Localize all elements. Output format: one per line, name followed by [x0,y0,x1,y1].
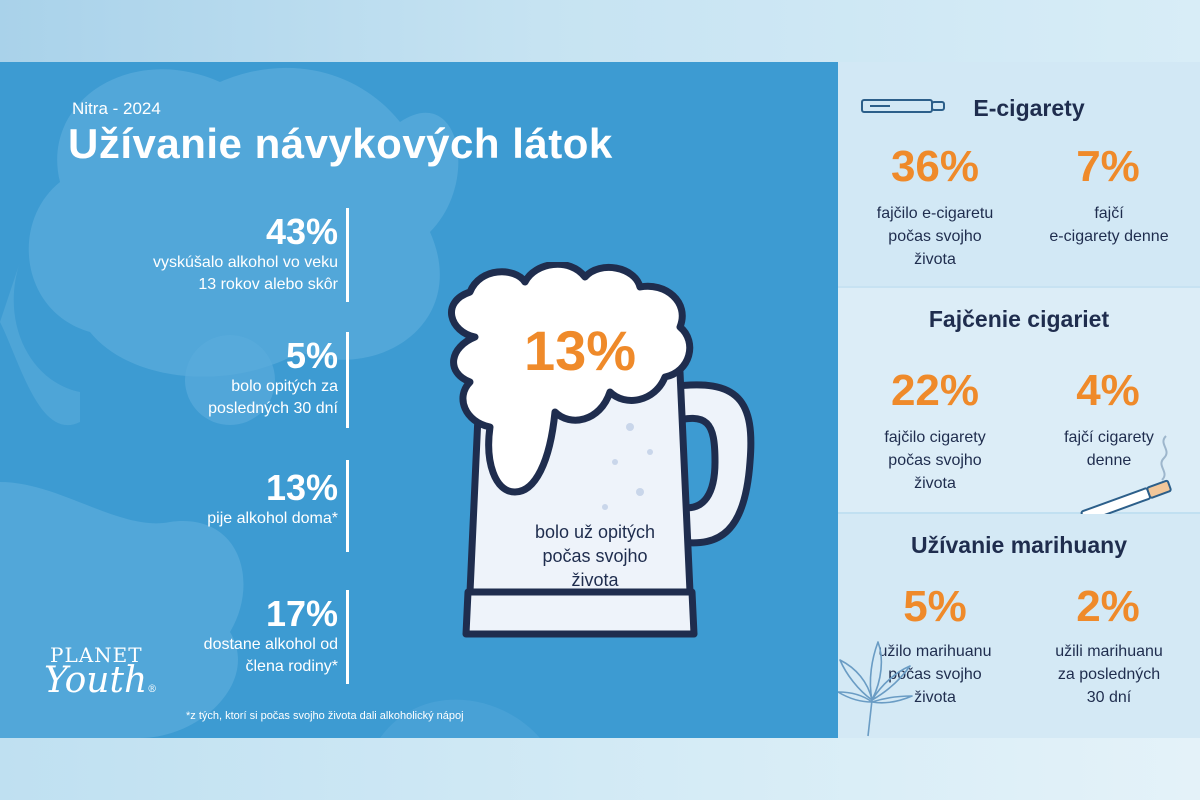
desc-line2: denne [1086,452,1132,469]
section-ecigarettes: E-cigarety 36% fajčilo e-cigaretu počas … [838,62,1200,286]
outer-bottom-band [0,738,1200,800]
section-title: Užívanie marihuany [910,532,1128,558]
mug-stat-desc: bolo už opitých počas svojho života [495,520,695,592]
stat-desc-line1: vyskúšalo alkohol vo veku [153,254,338,271]
stat-value: 2% [1076,582,1140,631]
desc-line2: e-cigarety denne [1049,228,1169,245]
beer-mug-icon [448,262,755,638]
stat-alcohol-early: 43% vyskúšalo alkohol vo veku 13 rokov a… [80,212,338,296]
outer-top-band [0,0,1200,62]
divider-line [346,208,349,302]
stat-desc: užilo marihuanu počas svojho života [850,640,1020,709]
stat-desc: fajčilo e-cigaretu počas svojho života [850,202,1020,271]
stat-value: 4% [1076,366,1140,415]
stat-value: 36% [890,142,980,191]
stat-desc: fajčilo cigarety počas svojho života [850,426,1020,495]
stat-desc: fajčí cigarety denne [1024,426,1194,472]
right-panel: E-cigarety 36% fajčilo e-cigaretu počas … [838,62,1200,738]
logo-youth-text: Youth® [44,660,157,701]
cannabis-leaf-icon [838,641,913,737]
desc-line1: fajčí [1094,205,1124,222]
mug-stat-value: 13% [523,319,637,382]
stat-value: 22% [890,366,980,415]
footnote: *z tých, ktorí si počas svojho života da… [186,710,464,722]
section-cigarettes: Fajčenie cigariet 22% fajčilo cigarety p… [838,288,1200,518]
desc-line3: života [914,251,956,268]
mug-desc-line2: počas svojho [542,546,648,566]
logo-planet-text: PLANET [50,643,143,667]
stat-drink-home: 13% pije alkohol doma* [80,468,338,530]
desc-line2: za posledných [1057,666,1161,683]
section-marijuana: Užívanie marihuany 5% užilo marihuanu po… [838,514,1200,738]
desc-line1: užilo marihuanu [878,643,992,660]
subtitle: Nitra - 2024 [72,99,161,118]
section-title: E-cigarety [973,95,1085,121]
desc-line3: 30 dní [1086,689,1132,706]
stat-drunk-30days: 5% bolo opitých za posledných 30 dní [80,336,338,420]
section-title: Fajčenie cigariet [928,306,1110,332]
stat-desc-line2: 13 rokov alebo skôr [198,276,338,293]
desc-line1: fajčilo e-cigaretu [876,205,994,222]
desc-line2: počas svojho [888,228,982,245]
stat-desc: fajčí e-cigarety denne [1024,202,1194,248]
stat-desc-line1: bolo opitých za [231,378,338,395]
stat-family-alcohol: 17% dostane alkohol od člena rodiny* [80,594,338,678]
stat-value: 7% [1076,142,1140,191]
logo-registered-mark: ® [147,684,158,695]
page-title: Užívanie návykových látok [68,120,613,167]
mug-desc-line1: bolo už opitých [534,522,656,542]
desc-line3: života [914,475,956,492]
background-blobs [0,67,540,738]
logo-youth-word: Youth [44,660,148,701]
stat-value: 43% [265,211,338,252]
divider-line [346,332,349,428]
desc-line2: počas svojho [888,452,982,469]
desc-line1: užili marihuanu [1055,643,1163,660]
stat-desc-line2: posledných 30 dní [208,400,338,417]
divider-line [346,460,349,552]
stat-desc-line1: dostane alkohol od [203,636,338,653]
desc-line1: fajčilo cigarety [884,429,986,446]
stat-value: 13% [265,467,338,508]
stat-desc-line2: člena rodiny* [245,658,339,675]
stat-value: 5% [285,335,338,376]
stat-desc: užili marihuanu za posledných 30 dní [1024,640,1194,709]
desc-line1: fajčí cigarety [1064,429,1154,446]
desc-line2: počas svojho [888,666,982,683]
stat-value: 5% [903,582,967,631]
divider-line [346,590,349,684]
stat-value: 17% [265,593,338,634]
desc-line3: života [914,689,956,706]
stat-desc-line1: pije alkohol doma* [207,510,338,527]
e-cigarette-icon [861,99,945,113]
cigarette-icon [1080,435,1172,518]
mug-desc-line3: života [571,570,619,590]
